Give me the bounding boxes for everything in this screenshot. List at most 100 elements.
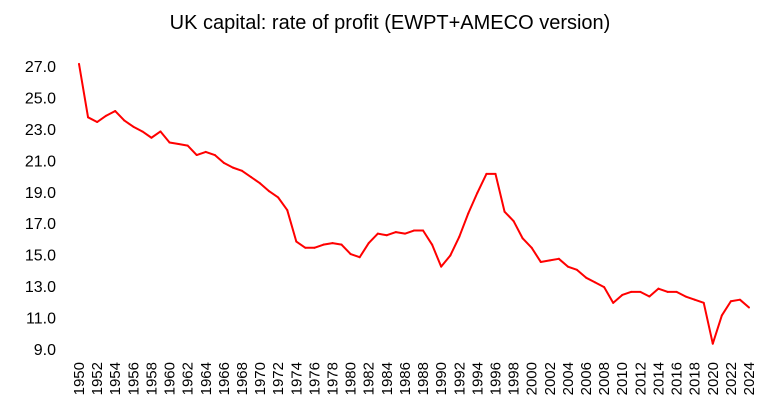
x-tick-label: 1958	[143, 362, 160, 395]
data-point	[268, 190, 271, 193]
x-tick-label: 2012	[632, 362, 649, 395]
series-line	[78, 63, 750, 345]
x-tick-label: 1966	[216, 362, 233, 395]
x-tick-label: 1962	[180, 362, 197, 395]
data-point	[494, 172, 497, 175]
data-point	[467, 212, 470, 215]
x-tick-label: 2020	[705, 362, 722, 395]
x-tick-label: 1968	[234, 362, 251, 395]
data-point	[485, 172, 488, 175]
y-tick-label: 21.0	[25, 153, 56, 170]
x-tick-label: 2002	[542, 362, 559, 395]
x-tick-label: 1998	[506, 362, 523, 395]
chart-title: UK capital: rate of profit (EWPT+AMECO v…	[170, 12, 611, 34]
data-point	[729, 300, 732, 303]
data-point	[566, 265, 569, 268]
x-tick-label: 1986	[397, 362, 414, 395]
data-point	[186, 144, 189, 147]
x-tick-label: 1952	[89, 362, 106, 395]
data-point	[675, 290, 678, 293]
y-tick-label: 11.0	[26, 311, 56, 328]
data-point	[684, 295, 687, 298]
x-tick-label: 1976	[306, 362, 323, 395]
x-tick-label: 2022	[723, 362, 740, 395]
x-tick-label: 1956	[125, 362, 142, 395]
data-point	[231, 166, 234, 169]
data-point	[539, 260, 542, 263]
x-tick-label: 1970	[252, 362, 269, 395]
data-point	[720, 314, 723, 317]
y-axis-ticks: 27.0 25.0 23.0 21.0 19.0 17.0 15.0 13.0 11.0 9.0	[25, 59, 56, 359]
data-point	[458, 235, 461, 238]
x-tick-label: 1982	[361, 362, 378, 395]
data-point	[413, 229, 415, 232]
x-tick-label: 2016	[669, 362, 686, 395]
data-point	[340, 243, 343, 246]
data-point	[105, 114, 108, 117]
data-point	[240, 169, 243, 172]
data-point	[322, 243, 325, 246]
data-point	[449, 254, 452, 257]
data-point	[195, 154, 198, 157]
data-point	[177, 143, 180, 146]
data-point	[96, 121, 99, 124]
x-tick-label: 1950	[71, 362, 88, 395]
data-point	[349, 253, 352, 256]
data-point	[476, 191, 479, 194]
data-point	[385, 234, 388, 237]
y-tick-label: 9.0	[34, 342, 56, 359]
x-tick-label: 1954	[107, 362, 124, 395]
data-point	[548, 259, 551, 262]
y-tick-label: 17.0	[25, 216, 56, 233]
x-tick-label: 1980	[343, 362, 360, 395]
data-point	[141, 130, 144, 133]
data-point	[394, 231, 397, 234]
y-tick-label: 13.0	[25, 279, 56, 296]
x-tick-label: 2008	[596, 362, 613, 395]
data-point	[222, 161, 225, 164]
data-point	[376, 232, 379, 235]
data-point	[594, 281, 597, 284]
data-point	[313, 246, 316, 249]
data-point	[114, 110, 117, 113]
y-tick-label: 15.0	[25, 248, 56, 265]
data-point	[286, 209, 289, 212]
x-tick-label: 1960	[162, 362, 179, 395]
data-point	[259, 182, 262, 185]
data-point	[295, 240, 298, 243]
x-tick-label: 1988	[415, 362, 432, 395]
x-tick-label: 1992	[451, 362, 468, 395]
data-point	[331, 242, 334, 245]
data-point	[639, 290, 642, 293]
data-point	[367, 242, 370, 245]
x-axis-ticks: 1950 1952 1954 1956 1958 1960 1962 1964 1966 1968…	[71, 362, 758, 395]
x-tick-label: 2018	[687, 362, 704, 395]
data-point	[123, 119, 126, 122]
data-point	[521, 237, 524, 240]
x-tick-label: 1974	[288, 362, 305, 395]
data-point	[503, 210, 506, 213]
y-tick-label: 23.0	[25, 122, 56, 139]
data-point	[132, 125, 135, 128]
data-point	[159, 130, 162, 133]
data-point	[711, 342, 714, 345]
data-point	[603, 286, 606, 289]
data-point	[702, 301, 705, 304]
x-tick-label: 1990	[433, 362, 450, 395]
data-point	[512, 220, 515, 223]
data-point	[557, 257, 560, 260]
data-point	[666, 290, 669, 293]
data-point	[87, 116, 90, 119]
x-tick-label: 2010	[614, 362, 631, 395]
data-point	[422, 229, 425, 232]
x-tick-label: 1978	[325, 362, 342, 395]
data-point	[431, 243, 434, 246]
x-tick-label: 2006	[578, 362, 595, 395]
x-tick-label: 1984	[379, 362, 396, 395]
x-tick-label: 1996	[487, 362, 504, 395]
data-point	[358, 256, 361, 259]
data-point	[657, 287, 660, 290]
y-tick-label: 27.0	[25, 59, 56, 76]
x-tick-label: 2024	[741, 362, 758, 395]
y-tick-label: 19.0	[25, 185, 56, 202]
